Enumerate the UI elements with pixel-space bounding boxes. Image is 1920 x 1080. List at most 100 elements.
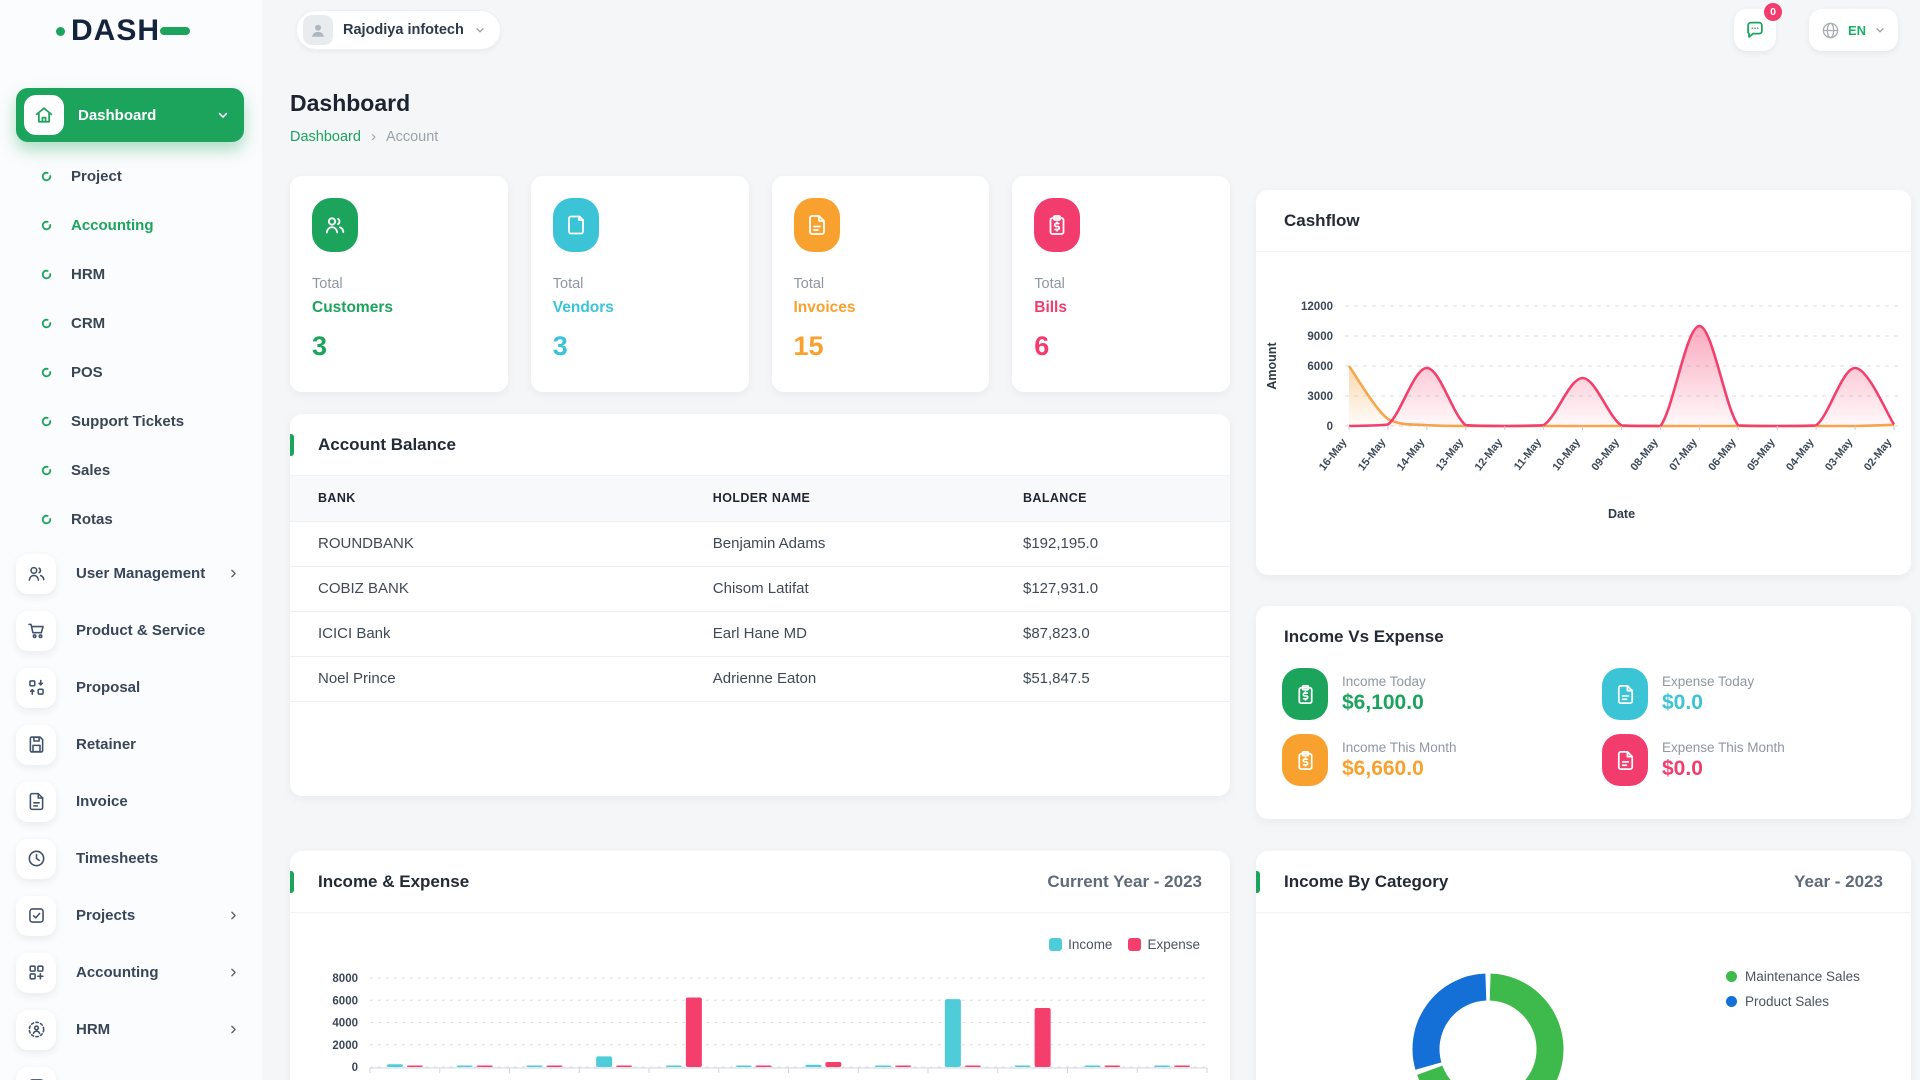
legend-swatch [1726,971,1737,982]
stat-label: Total [1034,276,1065,292]
sidebar-item-accounting[interactable]: Accounting [0,944,262,1001]
stat-name: Invoices [793,299,856,316]
sidebar-item-crm[interactable]: CRM [0,299,262,348]
chevron-right-icon [227,567,240,580]
legend-swatch [1726,996,1737,1007]
sidebar-item-accounting[interactable]: Accounting [0,201,262,250]
sidebar-item-crm[interactable]: CRM [0,1058,262,1080]
tile-value: $0.0 [1662,690,1703,714]
sidebar-item-invoice[interactable]: Invoice [0,773,262,830]
legend-item: Maintenance Sales [1726,969,1860,984]
sidebar-item-label: Product & Service [76,622,206,639]
topbar: Rajodiya infotech 0 EN [262,0,1920,64]
check-square-icon [16,895,56,936]
table-cell: ICICI Bank [290,611,685,657]
sidebar-item-label: User Management [76,565,206,582]
sidebar-item-label: Timesheets [76,850,159,867]
svg-text:10-May: 10-May [1551,436,1584,473]
grid-plus-icon [16,952,56,993]
clock-icon [16,838,56,879]
table-row: ICICI Bank Earl Hane MD $87,823.0 [290,611,1230,657]
sidebar-item-project[interactable]: Project [0,152,262,201]
sidebar-item-pos[interactable]: POS [0,348,262,397]
stat-label: Total [552,276,584,292]
sidebar-item-label: Project [71,168,122,185]
sidebar-item-label: CRM [71,315,106,332]
sidebar-item-retainer[interactable]: Retainer [0,716,262,773]
sidebar-item-user-management[interactable]: User Management [0,545,262,602]
sidebar-item-timesheets[interactable]: Timesheets [0,830,262,887]
income-expense-chart: 8000 6000 4000 2000 0 [332,973,1208,1074]
sidebar-item-label: Support Tickets [71,413,185,430]
sidebar-item-label: Accounting [71,217,154,234]
cart-icon [16,610,56,651]
file-icon [793,198,840,252]
sidebar-item-product-service[interactable]: Product & Service [0,602,262,659]
bullet-ring-icon [40,366,53,379]
stat-card-bills: Total Bills 6 [1012,176,1230,392]
panel-title: Income By Category [1284,871,1449,891]
sidebar: DASH Dashboard Project Accounting HRM CRM PO… [0,0,262,1080]
sidebar-item-proposal[interactable]: Proposal [0,659,262,716]
legend-item: Income [1049,937,1112,952]
sidebar-item-sales[interactable]: Sales [0,446,262,495]
sidebar-item-label: POS [71,364,103,381]
sidebar-item-projects[interactable]: Projects [0,887,262,944]
user-name: Rajodiya infotech [343,22,464,38]
breadcrumb-link-dashboard[interactable]: Dashboard [290,128,361,145]
bullet-ring-icon [40,415,53,428]
sidebar-section-menu: User Management Product & Service Proposal… [0,545,262,1080]
swap-icon [16,667,56,708]
sidebar-item-support-tickets[interactable]: Support Tickets [0,397,262,446]
tile-label: Income Today [1342,673,1426,689]
legend-swatch [1128,938,1142,951]
sidebar-item-hrm[interactable]: HRM [0,1001,262,1058]
table-row: COBIZ BANK Chisom Latifat $127,931.0 [290,566,1230,612]
svg-text:6000: 6000 [1307,361,1333,373]
legend-label: Expense [1147,937,1200,952]
svg-text:03-May: 03-May [1823,436,1856,473]
table-cell: $192,195.0 [994,521,1230,567]
table-cell: Noel Prince [290,656,685,702]
svg-text:8000: 8000 [332,973,358,985]
tile-income-today: Income Today $6,100.0 [1282,668,1426,720]
file-icon [16,781,56,822]
table-row: ROUNDBANK Benjamin Adams $192,195.0 [290,521,1230,567]
column-header: BANK [290,476,685,522]
svg-text:0: 0 [352,1062,358,1074]
clipboard-dollar-icon [1282,734,1328,786]
language-selector[interactable]: EN [1808,9,1898,51]
svg-text:05-May: 05-May [1745,436,1778,473]
svg-text:Date: Date [1608,507,1635,521]
brand-name: DASH [71,14,161,47]
stat-card-customers: Total Customers 3 [290,176,508,392]
breadcrumb: Dashboard › Account [290,128,438,145]
sidebar-item-rotas[interactable]: Rotas [0,495,262,544]
income-by-category-chart [1412,973,1564,1080]
sidebar-item-label: HRM [76,1021,111,1038]
breadcrumb-current: Account [385,128,439,145]
table-cell: Benjamin Adams [684,521,995,567]
notifications-button[interactable]: 0 [1734,3,1782,51]
account-balance-panel: Account Balance BANK HOLDER NAME BALANCE R… [290,414,1230,796]
file-icon [1602,734,1648,786]
income-vs-expense-panel: Income Vs Expense Income Today $6,100.0 Ex… [1256,606,1911,819]
sidebar-item-label: CRM [76,1078,207,1080]
income-by-category-panel: Income By Category Year - 2023 Maintenan… [1256,851,1911,1080]
users-group-icon [312,198,358,252]
user-menu-button[interactable]: Rajodiya infotech [296,10,501,50]
svg-text:6000: 6000 [332,995,358,1007]
legend-label: Maintenance Sales [1745,969,1860,984]
brand-logo[interactable]: DASH [56,14,191,47]
sidebar-item-dashboard[interactable]: Dashboard [16,88,244,142]
sidebar-item-hrm[interactable]: HRM [0,250,262,299]
bullet-ring-icon [40,170,53,183]
stat-value: 3 [552,331,568,361]
sidebar-item-label: Invoice [76,793,128,810]
panel-title: Income & Expense [318,871,470,891]
svg-text:12-May: 12-May [1473,436,1506,473]
frame-icon [16,1066,56,1080]
sidebar-item-label: Proposal [76,679,141,696]
clipboard-dollar-icon [1282,668,1328,720]
